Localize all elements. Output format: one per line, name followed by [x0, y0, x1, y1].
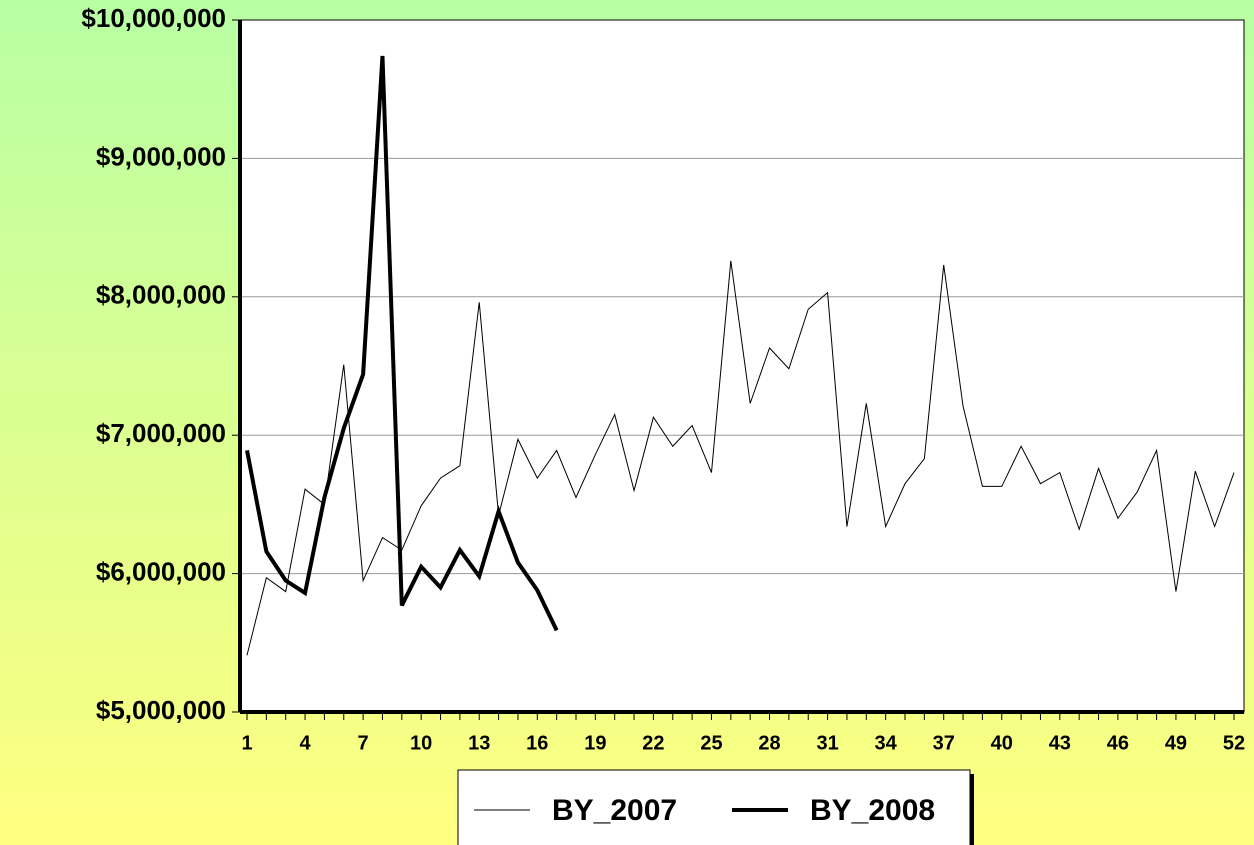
x-tick-label: 19	[584, 732, 606, 754]
y-tick-label: $5,000,000	[96, 695, 226, 725]
x-tick-label: 4	[299, 732, 311, 754]
series-line	[246, 260, 1235, 656]
x-tick-label: 31	[816, 732, 838, 754]
x-tick-label: 1	[241, 732, 252, 754]
x-tick-label: 34	[875, 732, 898, 754]
x-tick-label: 13	[468, 732, 490, 754]
x-tick-label: 52	[1223, 732, 1245, 754]
legend-label: BY_2007	[552, 794, 677, 827]
x-tick-label: 40	[991, 732, 1013, 754]
x-tick-label: 46	[1107, 732, 1129, 754]
legend: BY_2007 BY_2008	[457, 769, 974, 845]
x-tick-label: 10	[410, 732, 432, 754]
legend-box	[457, 769, 971, 845]
plot-area	[239, 19, 1245, 713]
x-tick-label: 43	[1049, 732, 1071, 754]
y-tick-label: $7,000,000	[96, 418, 226, 448]
y-tick-label: $10,000,000	[81, 3, 226, 33]
y-tick-label: $9,000,000	[96, 141, 226, 171]
x-tick-label: 37	[933, 732, 955, 754]
y-tick-label: $6,000,000	[96, 556, 226, 586]
x-tick-label: 28	[758, 732, 780, 754]
x-tick-label: 25	[700, 732, 722, 754]
y-tick-label: $8,000,000	[96, 280, 226, 310]
x-tick-label: 16	[526, 732, 548, 754]
series-line	[245, 55, 559, 632]
legend-label: BY_2008	[810, 794, 935, 827]
x-tick-label: 22	[642, 732, 664, 754]
x-tick-label: 49	[1165, 732, 1187, 754]
x-tick-label: 7	[358, 732, 369, 754]
